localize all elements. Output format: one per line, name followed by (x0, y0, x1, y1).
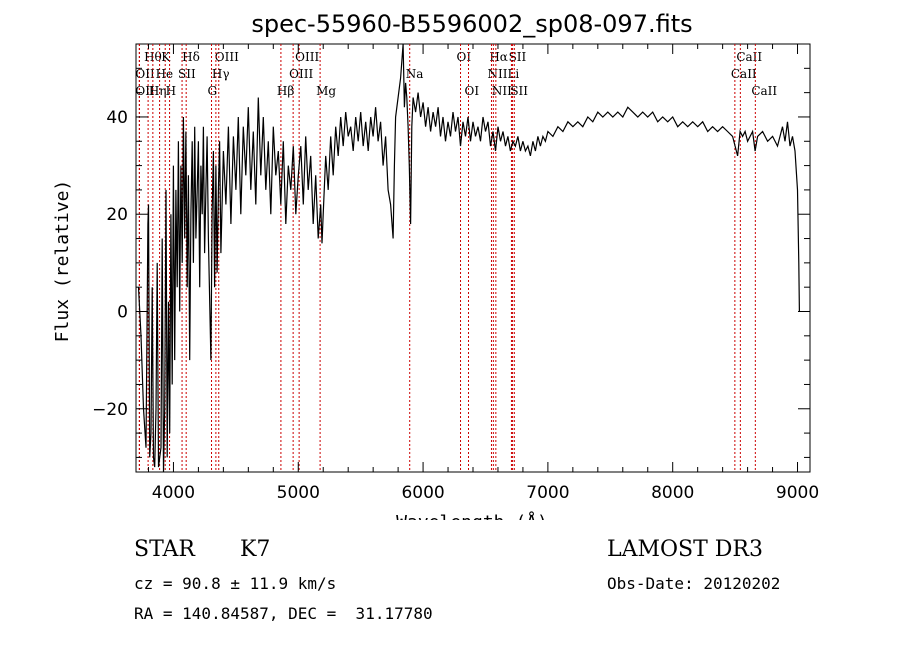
x-tick-label: 7000 (526, 483, 569, 503)
coordinates-text: RA = 140.84587, DEC = 31.17780 (134, 604, 433, 623)
spectral-line-label: SII (178, 67, 196, 81)
spectral-line-label: Hα (489, 50, 508, 64)
spectral-line-label: NII (492, 84, 512, 98)
redshift-text: cz = 90.8 ± 11.9 km/s (134, 574, 337, 593)
y-tick-label: 0 (117, 303, 128, 323)
survey-label: LAMOST DR3 (607, 537, 763, 562)
spectral-line-label: Li (507, 67, 519, 81)
spectral-line-label: CaII (751, 84, 777, 98)
star-subclass: K7 (240, 537, 271, 562)
y-tick-label: 20 (106, 205, 128, 225)
spectral-line-label: OI (457, 50, 472, 64)
spectral-line-label: Hδ (182, 50, 200, 64)
spectral-line-label: CaII (731, 67, 757, 81)
spectral-line-label: OIII (295, 50, 319, 64)
spectral-line-label: CaII (736, 50, 762, 64)
x-tick-label: 4000 (152, 483, 195, 503)
plot-frame (135, 43, 811, 473)
spectral-line-label: Hβ (277, 84, 294, 98)
spectral-line-label: K (161, 50, 171, 64)
spectral-line-label: Hγ (212, 67, 230, 81)
x-tick-label: 8000 (651, 483, 694, 503)
y-tick-label: 40 (106, 108, 128, 128)
spectral-line-label: OIII (289, 67, 313, 81)
spectral-line-label: OI (465, 84, 480, 98)
spectral-line-label: OII (135, 84, 155, 98)
spectral-line-label: G (208, 84, 218, 98)
spectral-line-label: SII (510, 84, 528, 98)
series-group (137, 43, 800, 473)
spectral-line-label: Na (406, 67, 424, 81)
axis-ticks: 4000 5000 6000 7000 8000 9000 −20 0 20 40 (92, 44, 819, 503)
spectrum-chart: spec-55960-B5596002_sp08-097.fits HθOIIO… (52, 10, 819, 520)
flux-series-line (137, 43, 800, 473)
spectral-line-label: OIII (215, 50, 239, 64)
x-tick-label: 6000 (401, 483, 444, 503)
spectral-line-label: Mg (316, 84, 336, 98)
x-axis-label: Wavelength (Å) (396, 511, 548, 520)
spectral-line-label: He (156, 67, 174, 81)
x-tick-label: 5000 (277, 483, 320, 503)
spectral-line-label: SII (509, 50, 527, 64)
spectral-line-label: OII (135, 67, 155, 81)
spectral-line-label: Hη (149, 84, 167, 98)
spectral-line-label: H (166, 84, 176, 98)
star-class-label: STAR (134, 537, 195, 562)
obs-date-text: Obs-Date: 20120202 (607, 574, 781, 593)
y-axis-label: Flux (relative) (52, 180, 73, 343)
y-tick-label: −20 (92, 400, 128, 420)
spectral-line-label: NII (487, 67, 507, 81)
chart-title: spec-55960-B5596002_sp08-097.fits (251, 10, 692, 38)
x-tick-label: 9000 (776, 483, 819, 503)
